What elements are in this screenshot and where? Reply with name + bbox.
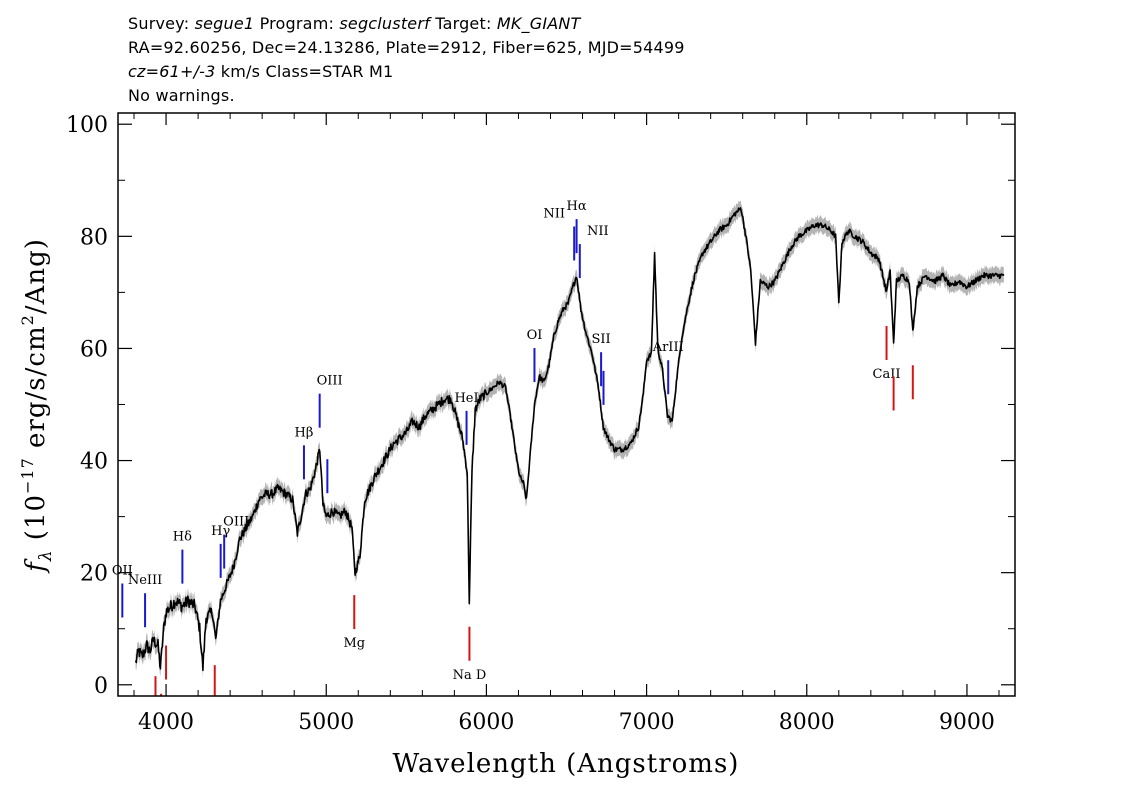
spectrum-header: Survey: segue1 Program: segclusterf Targ…	[128, 12, 685, 108]
line-label: Na D	[453, 668, 487, 683]
target-label: Target:	[429, 14, 497, 33]
line-label: Hα	[567, 199, 587, 214]
line-label: ArIII	[652, 340, 684, 355]
y-title-exp: −17	[18, 457, 37, 494]
x-tick-label: 7000	[619, 710, 675, 735]
line-label: NeIII	[128, 573, 162, 588]
error-band-layer	[135, 200, 1004, 679]
header-line-redshift: cz=61+/-3 km/s Class=STAR M1	[128, 60, 685, 84]
x-axis-title: Wavelength (Angstroms)	[393, 749, 740, 779]
line-label: OI	[527, 328, 543, 343]
x-tick-label: 4000	[138, 710, 194, 735]
y-title-f: f	[21, 558, 51, 574]
class-text: km/s Class=STAR M1	[215, 62, 394, 81]
program-value: segclusterf	[339, 14, 430, 33]
line-label: Hβ	[295, 425, 314, 440]
target-value: MK_GIANT	[496, 14, 581, 33]
y-axis-title: fλ (10−17 erg/s/cm2/Ang)	[18, 238, 56, 574]
line-label: NII	[587, 224, 609, 239]
line-label: OIII	[317, 374, 343, 389]
line-label: OII	[112, 564, 133, 579]
y-tick-label: 100	[66, 113, 108, 138]
survey-value: segue1	[194, 14, 255, 33]
y-title-end: /Ang)	[21, 238, 51, 314]
line-label: NII	[543, 206, 565, 221]
program-label: Program:	[254, 14, 340, 33]
y-title-open: (10	[21, 494, 51, 550]
x-tick-label: 9000	[939, 710, 995, 735]
header-line-coords: RA=92.60256, Dec=24.13286, Plate=2912, F…	[128, 38, 685, 57]
x-tick-label: 5000	[298, 710, 354, 735]
header-line-survey: Survey: segue1 Program: segclusterf Targ…	[128, 12, 685, 36]
spectrum-line-layer	[134, 207, 1005, 672]
line-label: CaII	[873, 367, 901, 382]
line-label: SII	[592, 332, 611, 347]
ticks-layer: 4000 5000 6000 7000 8000 9000 0 20 40 60 80 100	[66, 113, 1015, 735]
cz-value: cz=61+/-3	[128, 62, 216, 81]
header-line-warnings: No warnings.	[128, 86, 235, 105]
spectrum-line	[134, 207, 1005, 672]
y-tick-label: 80	[80, 225, 108, 250]
y-tick-label: 60	[80, 337, 108, 362]
x-tick-label: 8000	[779, 710, 835, 735]
y-title-lambda: λ	[36, 549, 56, 562]
survey-label: Survey:	[128, 14, 195, 33]
x-tick-label: 6000	[458, 710, 514, 735]
svg-text:fλ (10−17 erg/s/cm2/Ang): fλ (10−17 erg/s/cm2/Ang)	[18, 238, 56, 574]
y-tick-label: 40	[80, 450, 108, 475]
line-label: Hδ	[173, 530, 192, 545]
line-label: Mg	[343, 636, 365, 651]
y-tick-label: 0	[94, 674, 108, 699]
line-label: HeI	[454, 391, 478, 406]
error-band	[135, 200, 1004, 679]
y-tick-label: 20	[80, 562, 108, 587]
line-label: OIII	[223, 515, 249, 530]
y-title-sq: 2	[18, 314, 37, 325]
y-title-mid: erg/s/cm	[21, 325, 51, 457]
line-label: Hγ	[211, 524, 230, 539]
